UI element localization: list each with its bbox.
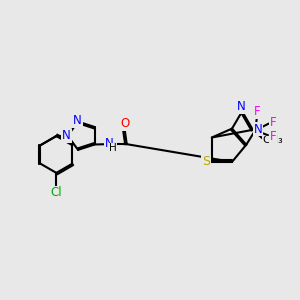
Text: H: H xyxy=(109,143,116,153)
Text: O: O xyxy=(120,117,129,130)
Text: Cl: Cl xyxy=(51,186,62,199)
Text: F: F xyxy=(270,116,277,129)
Text: N: N xyxy=(254,123,262,136)
Text: F: F xyxy=(269,130,276,142)
Text: N: N xyxy=(237,100,246,113)
Text: N: N xyxy=(104,137,113,150)
Text: CH₃: CH₃ xyxy=(263,136,284,146)
Text: N: N xyxy=(73,114,82,127)
Text: F: F xyxy=(254,105,261,118)
Text: S: S xyxy=(202,155,210,168)
Text: N: N xyxy=(62,129,71,142)
